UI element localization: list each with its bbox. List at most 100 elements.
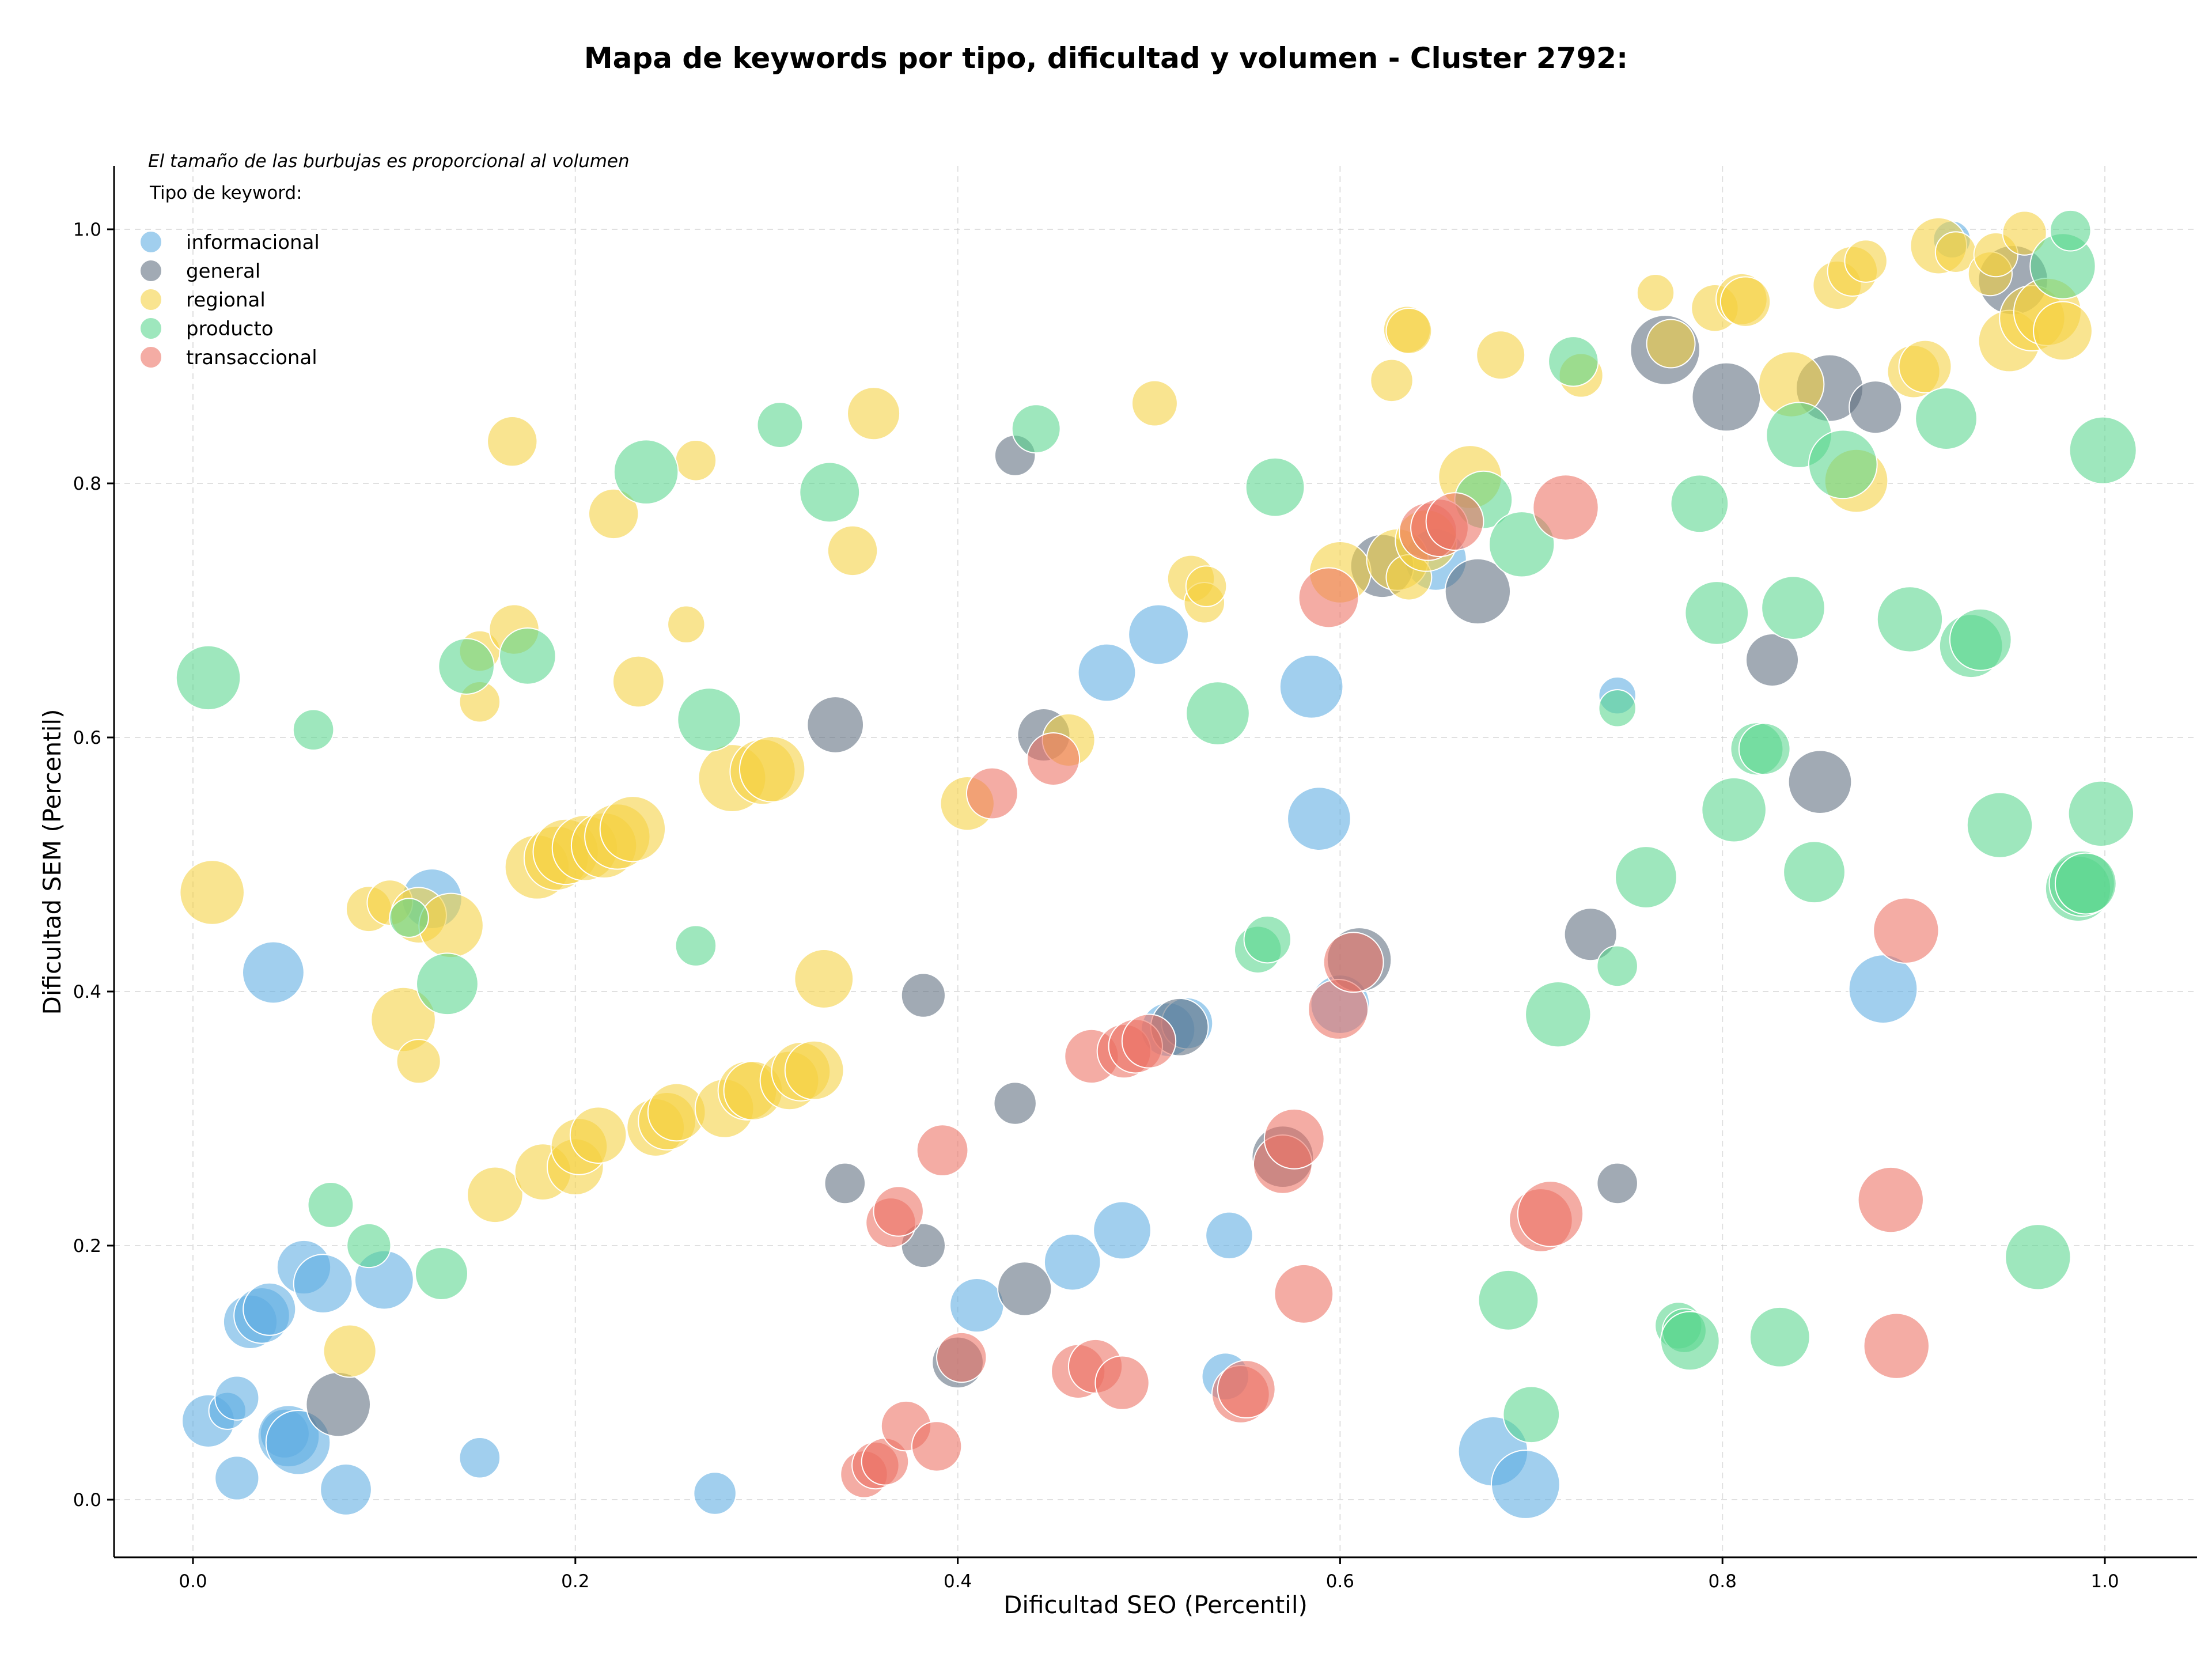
bubble-producto xyxy=(1660,1311,1720,1371)
bubble-transaccional xyxy=(1857,1166,1924,1234)
bubble-general xyxy=(1745,633,1800,687)
bubble-regional xyxy=(794,949,854,1009)
y-tick-label: 1.0 xyxy=(73,220,101,240)
bubble-producto xyxy=(1738,722,1791,775)
bubble-regional xyxy=(784,1040,844,1100)
bubble-producto xyxy=(414,1246,469,1301)
bubble-regional xyxy=(1185,565,1228,607)
bubble-regional xyxy=(1898,339,1952,394)
bubble-producto xyxy=(613,439,679,505)
bubble-informacional xyxy=(693,1471,737,1515)
legend-marker-general xyxy=(139,259,162,282)
bubble-informacional xyxy=(1848,954,1918,1024)
bubble-producto xyxy=(1488,511,1555,578)
legend-label-regional: regional xyxy=(186,289,266,312)
ticks: 0.0 0.0 0.2 0.2 0.4 0.4 0.6 0.6 0.8 0.8 1.0 1.0 xyxy=(73,220,2119,1592)
x-tick-label: 0.6 xyxy=(1326,1571,1354,1592)
bubble-producto xyxy=(1502,1386,1560,1444)
volume-note: El tamaño de las burbujas es proporciona… xyxy=(148,151,630,172)
bubble-regional xyxy=(1131,380,1178,427)
bubble-producto xyxy=(1615,846,1677,909)
bubble-producto xyxy=(389,898,429,938)
bubble-transaccional xyxy=(1323,932,1384,993)
bubble-transaccional xyxy=(1863,1312,1930,1379)
legend-label-informacional: informacional xyxy=(186,231,320,254)
bubble-producto xyxy=(1701,777,1767,843)
bubble-producto xyxy=(2005,1224,2071,1291)
legend-marker-regional xyxy=(139,288,162,311)
bubble-producto xyxy=(1243,915,1292,964)
bubble-producto xyxy=(1596,945,1638,987)
y-tick-label: 0.6 xyxy=(73,728,101,748)
bubble-regional xyxy=(467,1166,524,1224)
bubble-general xyxy=(1787,750,1853,815)
y-tick-label: 0.2 xyxy=(73,1236,101,1257)
bubble-transaccional xyxy=(1873,897,1940,964)
bubble-producto xyxy=(1011,404,1061,454)
bubble-transaccional xyxy=(911,1421,963,1472)
bubble-informacional xyxy=(459,1436,501,1479)
bubble-producto xyxy=(438,638,495,695)
bubble-producto xyxy=(1783,841,1846,904)
bubble-general xyxy=(900,973,946,1018)
y-tick-label: 0.4 xyxy=(73,982,101,1002)
bubble-general xyxy=(806,696,865,754)
bubble-producto xyxy=(1245,457,1305,517)
x-tick-label: 0.2 xyxy=(561,1571,589,1592)
bubble-transaccional xyxy=(1121,1013,1177,1069)
bubble-producto xyxy=(1598,689,1637,728)
bubble-informacional xyxy=(1043,1233,1101,1291)
bubble-transaccional xyxy=(1532,474,1599,541)
legend-label-general: general xyxy=(186,260,260,283)
bubble-producto xyxy=(2069,416,2137,485)
bubble-regional xyxy=(2002,210,2047,256)
bubble-informacional xyxy=(1287,786,1351,851)
bubble-regional xyxy=(847,387,901,441)
bubble-regional xyxy=(1370,358,1414,403)
bubble-informacional xyxy=(320,1463,372,1516)
bubble-producto xyxy=(416,952,479,1016)
bubble-transaccional xyxy=(1517,1181,1584,1247)
bubble-regional xyxy=(827,525,878,577)
bubble-producto xyxy=(1548,336,1599,387)
bubble-regional xyxy=(487,416,538,467)
bubble-informacional xyxy=(949,1277,1005,1333)
bubble-regional xyxy=(1719,276,1771,327)
bubble-general xyxy=(824,1162,866,1205)
bubble-producto xyxy=(1966,792,2033,858)
x-tick-label: 1.0 xyxy=(2090,1571,2119,1592)
bubble-producto xyxy=(675,925,717,967)
bubble-regional xyxy=(1636,274,1675,312)
x-tick-label: 0.0 xyxy=(179,1571,207,1592)
legend-title: Tipo de keyword: xyxy=(149,183,302,203)
bubble-producto xyxy=(1949,608,2012,671)
bubble-regional xyxy=(2033,301,2093,361)
bubble-regional xyxy=(675,440,717,482)
x-axis-label: Dificultad SEO (Percentil) xyxy=(1003,1591,1308,1619)
bubble-producto xyxy=(1808,429,1878,500)
bubble-regional xyxy=(1646,319,1696,369)
bubble-producto xyxy=(1915,387,1978,450)
bubble-general xyxy=(1691,362,1762,432)
bubble-producto xyxy=(498,627,556,685)
bubble-general xyxy=(305,1371,372,1437)
bubble-general xyxy=(1849,380,1903,434)
bubble-producto xyxy=(1525,981,1592,1048)
bubble-producto xyxy=(2054,852,2117,915)
bubble-regional xyxy=(599,796,666,862)
bubble-transaccional xyxy=(1217,1360,1276,1419)
bubble-general xyxy=(1596,1162,1638,1205)
bubble-regional xyxy=(1476,330,1526,380)
chart-title: Mapa de keywords por tipo, dificultad y … xyxy=(584,41,1628,75)
bubbles xyxy=(175,209,2137,1519)
bubble-producto xyxy=(799,461,861,523)
legend-label-transaccional: transaccional xyxy=(186,346,317,369)
bubble-regional xyxy=(738,736,806,803)
bubble-transaccional xyxy=(916,1124,969,1177)
bubble-informacional xyxy=(1490,1450,1560,1519)
y-tick-label: 0.0 xyxy=(73,1490,101,1511)
bubble-producto xyxy=(1684,581,1749,645)
bubble-producto xyxy=(307,1182,354,1228)
